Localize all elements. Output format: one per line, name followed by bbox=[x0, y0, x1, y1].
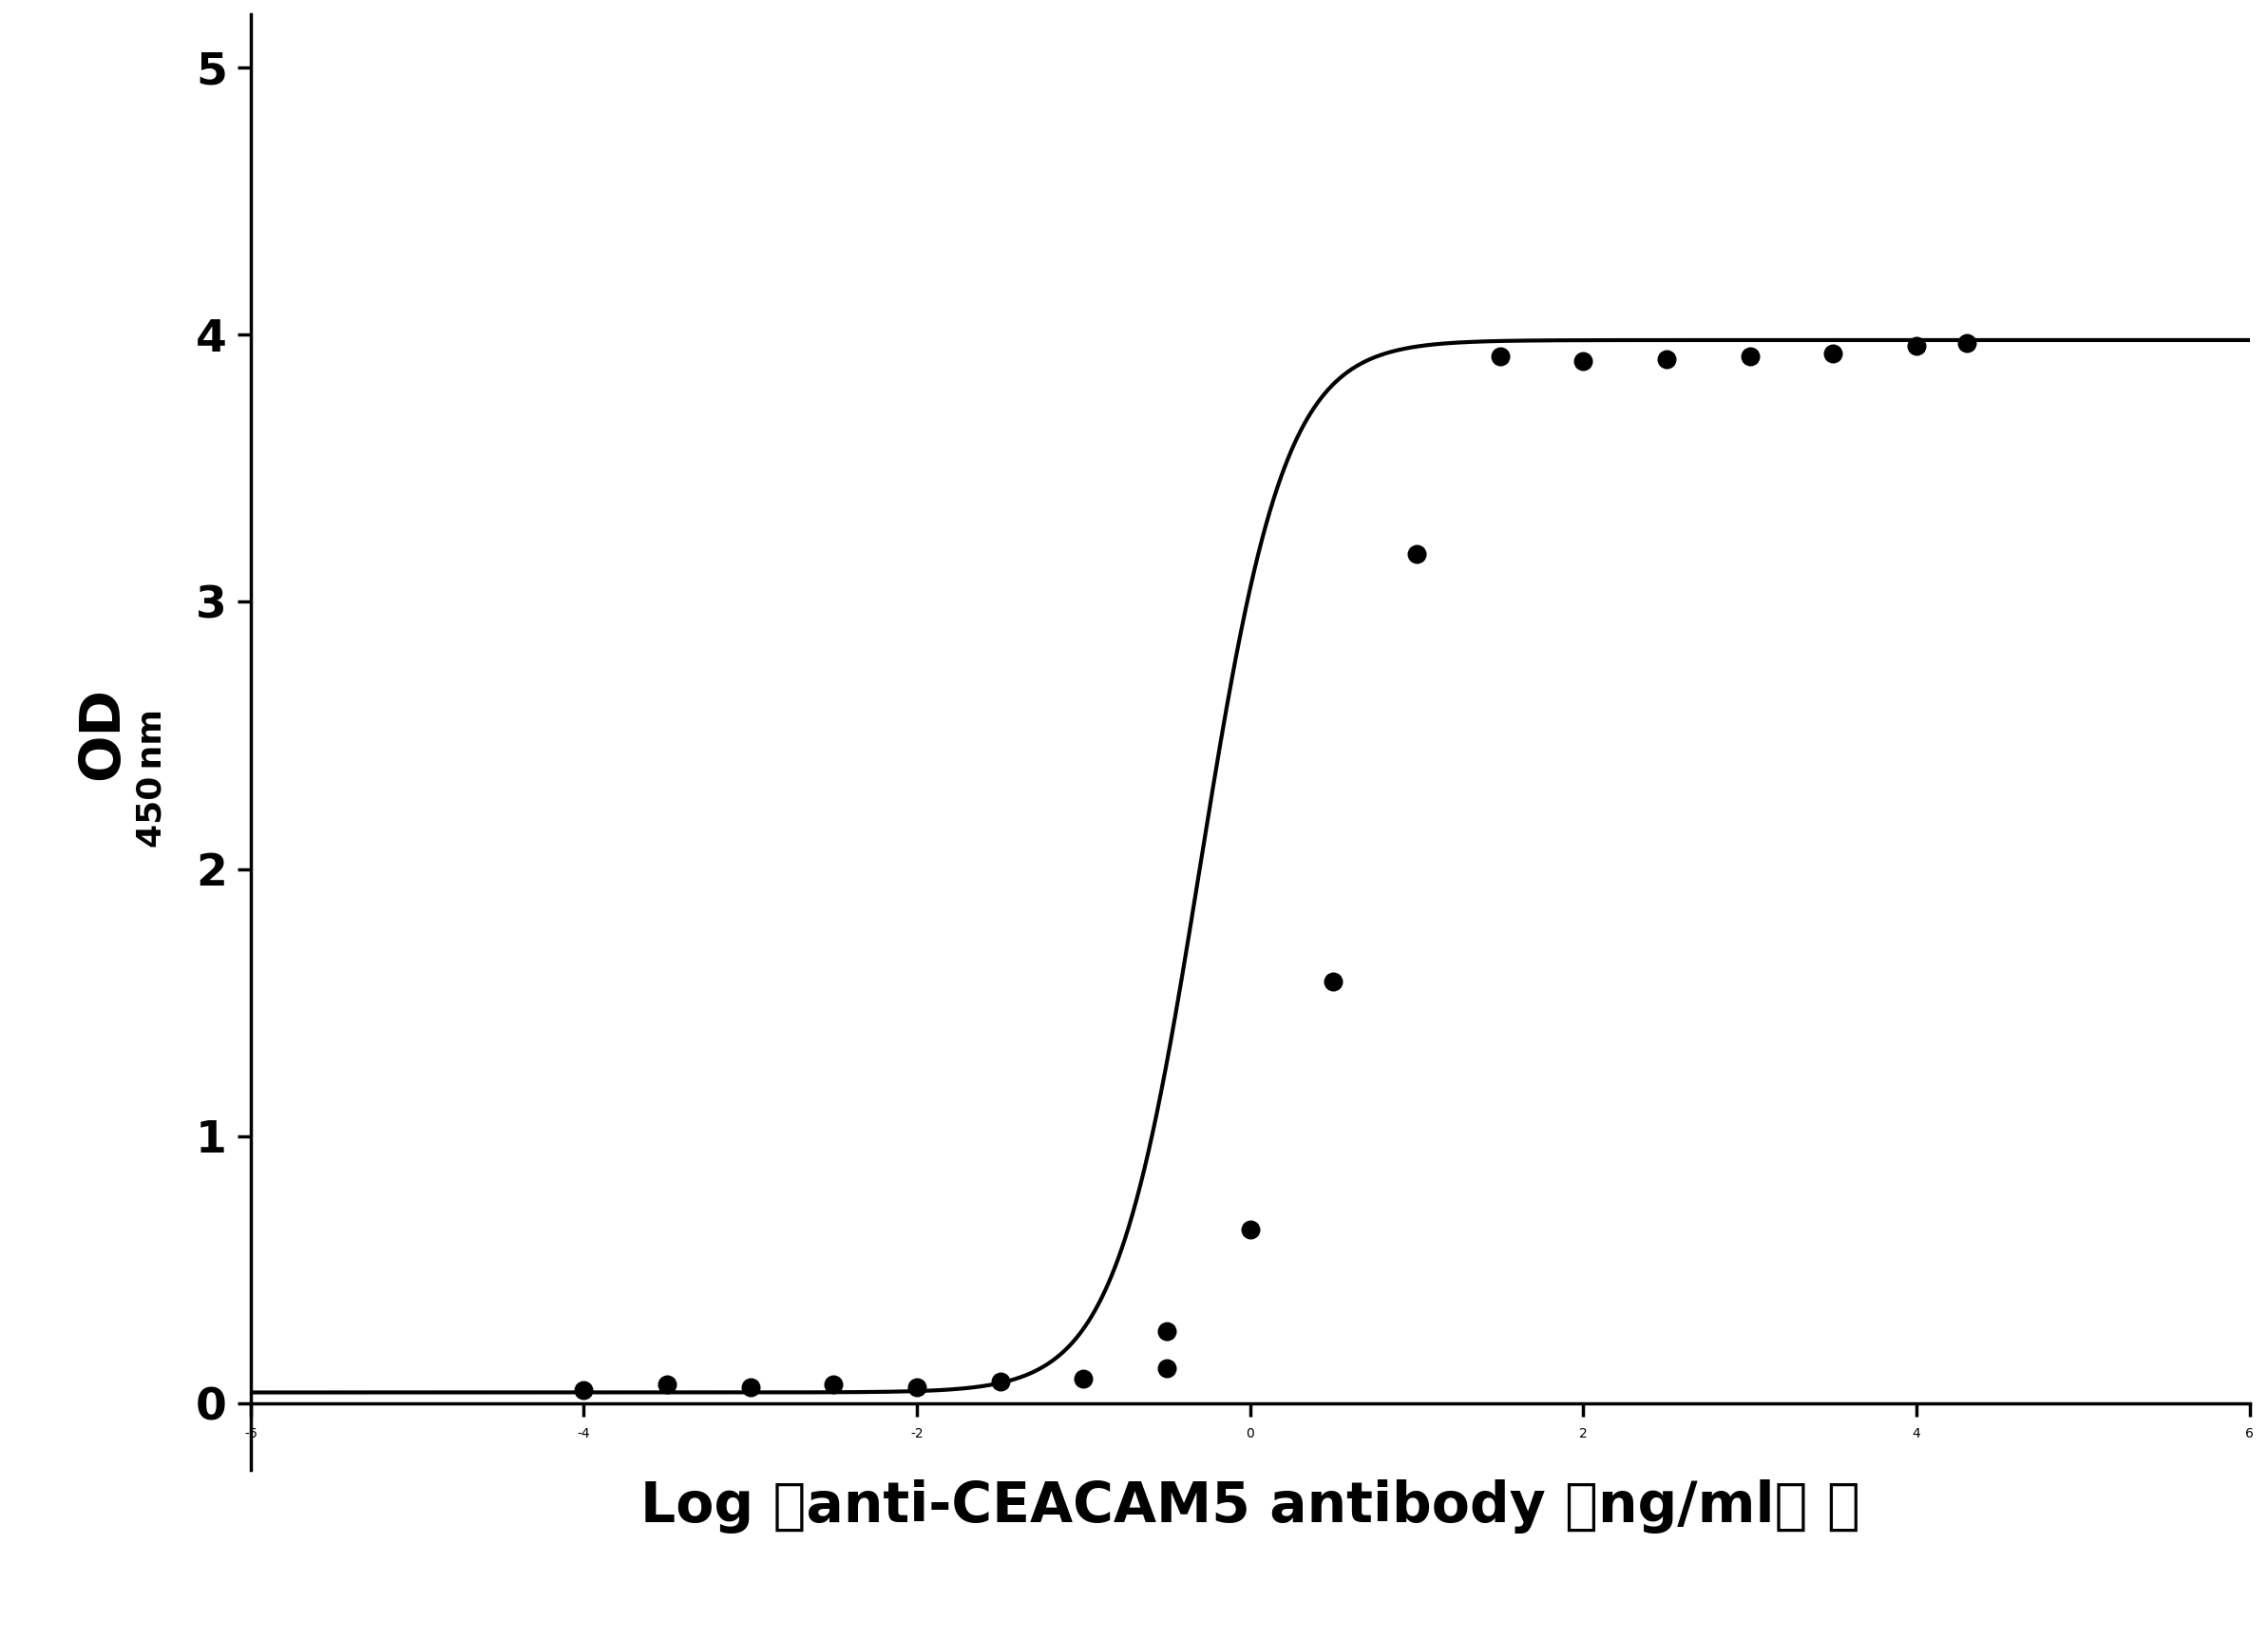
Point bbox=[1315, 969, 1352, 995]
Point bbox=[1733, 343, 1769, 369]
Point bbox=[1148, 1318, 1184, 1344]
Point bbox=[649, 1372, 685, 1398]
Point bbox=[1814, 341, 1851, 367]
Point bbox=[1066, 1365, 1102, 1392]
Point bbox=[982, 1369, 1018, 1395]
Point bbox=[898, 1373, 934, 1400]
X-axis label: Log （anti-CEACAM5 antibody （ng/ml） ）: Log （anti-CEACAM5 antibody （ng/ml） ） bbox=[640, 1480, 1860, 1534]
Point bbox=[1232, 1216, 1268, 1242]
Text: OD: OD bbox=[75, 687, 129, 780]
Point bbox=[816, 1372, 853, 1398]
Point bbox=[1399, 541, 1436, 567]
Point bbox=[1898, 333, 1935, 359]
Point bbox=[1649, 346, 1685, 372]
Text: 450 nm: 450 nm bbox=[136, 708, 168, 847]
Point bbox=[733, 1373, 769, 1400]
Point bbox=[1481, 343, 1517, 369]
Point bbox=[1948, 329, 1984, 356]
Point bbox=[565, 1377, 601, 1403]
Point bbox=[1148, 1355, 1184, 1382]
Point bbox=[1565, 349, 1601, 375]
